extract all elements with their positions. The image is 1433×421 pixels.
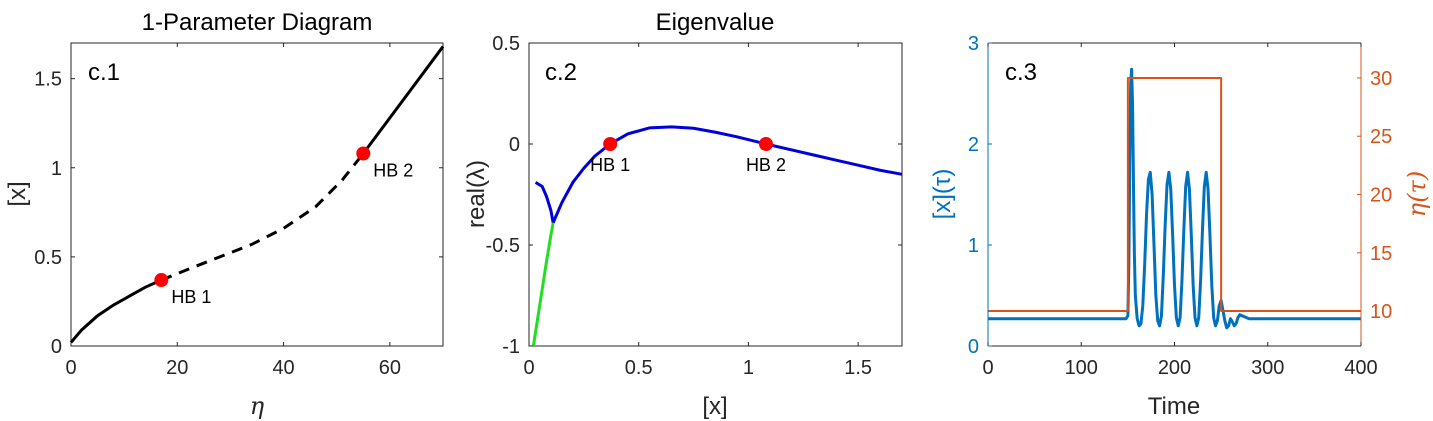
c1-y-tick-label: 1: [51, 158, 62, 180]
x-axis-label-c2: [x]: [702, 393, 727, 420]
c2-y-tick-label: -0.5: [486, 235, 520, 257]
c3-right-tick-label: 10: [1370, 301, 1392, 323]
x-axis-label-c1: η: [250, 392, 265, 420]
c2-eigen-branch-2: [531, 222, 555, 347]
c1-x-tick-label: 20: [166, 357, 188, 379]
c3-right-tick-label: 30: [1370, 68, 1392, 90]
panel-c1: HB 1 HB 2 0 20 40 60 0 0.5 1 1.5 1-Parameter Dia…: [4, 9, 445, 420]
y-axis-label-c3-right: η(τ): [1403, 171, 1431, 217]
y-axis-label-c2: real(λ): [463, 160, 490, 228]
c2-y-tick-label: 0: [509, 134, 520, 156]
c3-y-tick-label: 2: [968, 134, 979, 156]
c3-right-tick-label: 20: [1370, 185, 1392, 207]
c3-ticks: 0 100 200 300 400 0 1 2 3 10 15 20 25 30: [968, 33, 1392, 379]
c1-x-tick-label: 0: [65, 357, 76, 379]
c2-eigen-branch-0: [534, 181, 555, 224]
c2-eigen-branch-1: [551, 125, 903, 224]
c1-y-tick-label: 0.5: [34, 247, 62, 269]
c1-x-tick-label: 60: [379, 357, 401, 379]
chart-title-c1: 1-Parameter Diagram: [142, 9, 373, 36]
chart-title-c2: Eigenvalue: [656, 9, 775, 36]
c3-y-tick-label: 0: [968, 336, 979, 358]
c2-hopf-point-1: [603, 137, 618, 151]
c1-hopf-point-2: [356, 146, 371, 161]
x-axis-label-c3: Time: [1148, 393, 1200, 420]
c2-data: HB 1 HB 2: [531, 125, 903, 347]
c3-y-tick-label: 1: [968, 235, 979, 257]
c1-branch-stable-0: [69, 278, 162, 344]
panel-label-c1: c.1: [88, 59, 120, 86]
c1-ticks: 0 20 40 60 0 0.5 1 1.5: [34, 43, 443, 379]
c3-x-tick-label: 300: [1251, 357, 1284, 379]
c3-x-tick-label: 200: [1158, 357, 1191, 379]
y-axis-label-c1: [x]: [4, 181, 31, 206]
c2-x-tick-label: 0: [523, 357, 534, 379]
c1-branch-unstable-1: [160, 152, 365, 282]
c3-series-x: [988, 67, 1361, 330]
c3-y-tick-label: 3: [968, 33, 979, 55]
c1-y-tick-label: 0: [51, 336, 62, 358]
c1-hopf-label-1: HB 1: [171, 287, 211, 307]
c2-ticks: 0 0.5 1 1.5 -1 -0.5 0 0.5: [486, 33, 902, 379]
c1-hopf-label-2: HB 2: [373, 161, 413, 181]
c3-right-tick-label: 25: [1370, 126, 1392, 148]
c1-data: HB 1 HB 2: [69, 45, 445, 344]
c2-x-tick-label: 0.5: [625, 357, 653, 379]
c1-branch-stable-2: [362, 45, 445, 155]
c2-hopf-label-2: HB 2: [746, 155, 786, 175]
c2-y-tick-label: 0.5: [492, 33, 520, 55]
c3-x-tick-label: 400: [1344, 357, 1377, 379]
panel-c2: HB 1 HB 2 0 0.5 1 1.5 -1 -0.5 0 0.5 Eigenvalue c…: [463, 9, 903, 420]
c1-y-tick-label: 1.5: [34, 69, 62, 91]
y-axis-label-c3-left: [x](τ): [929, 169, 956, 220]
panel-label-c3: c.3: [1005, 59, 1037, 86]
plot-area-c1: [70, 42, 444, 347]
c2-hopf-label-1: HB 1: [590, 155, 630, 175]
c3-data: [988, 67, 1361, 330]
c2-y-tick-label: -1: [502, 336, 520, 358]
c1-x-tick-label: 40: [272, 357, 294, 379]
c3-x-tick-label: 0: [982, 357, 993, 379]
c2-x-tick-label: 1.5: [844, 357, 872, 379]
panel-c3: 0 100 200 300 400 0 1 2 3 10 15 20 25 30 c.3 Time [x]…: [929, 33, 1431, 420]
c1-hopf-point-1: [154, 273, 169, 288]
c2-hopf-point-2: [758, 137, 773, 151]
c3-right-tick-label: 15: [1370, 243, 1392, 265]
c3-series-eta: [988, 76, 1361, 313]
c3-x-tick-label: 100: [1065, 357, 1098, 379]
panel-label-c2: c.2: [545, 59, 577, 86]
c2-x-tick-label: 1: [743, 357, 754, 379]
plot-area-c2: [528, 42, 903, 347]
